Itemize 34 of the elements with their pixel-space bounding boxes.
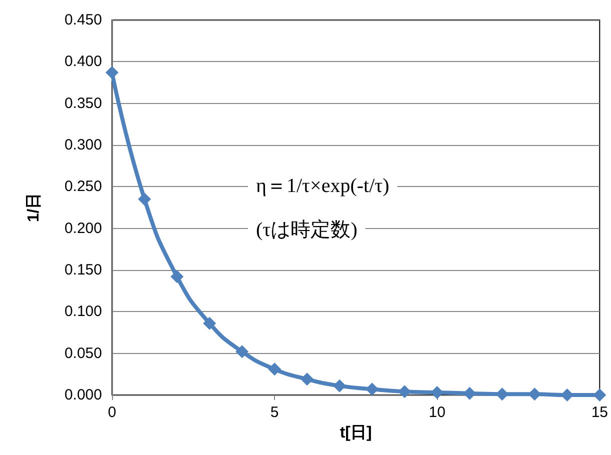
annotation: η＝1/τ×exp(-t/τ) <box>256 175 390 197</box>
point <box>560 388 574 402</box>
x-tick-label: 0 <box>108 404 116 421</box>
y-tick-label: 0.150 <box>64 262 102 278</box>
y-tick-label: 0.250 <box>64 178 102 196</box>
point <box>268 362 282 376</box>
point <box>300 372 314 386</box>
y-axis-title: 1/日 <box>26 192 42 222</box>
point <box>430 386 444 399</box>
point <box>170 270 184 284</box>
x-tick-label: 10 <box>428 404 446 421</box>
annotation: (τは時定数) <box>256 219 358 241</box>
y-tick-label: 0.450 <box>64 12 102 28</box>
point <box>593 388 606 402</box>
point <box>366 382 379 396</box>
y-tick-label: 0.100 <box>64 303 102 320</box>
point <box>398 385 412 398</box>
y-tick-label: 0.300 <box>64 136 102 154</box>
point <box>496 388 509 401</box>
point <box>463 386 476 400</box>
x-tick-label: 5 <box>270 404 279 421</box>
y-tick-label: 0.200 <box>64 220 102 237</box>
point <box>203 316 216 330</box>
y-tick-label: 0.000 <box>64 386 102 404</box>
y-tick-label: 0.050 <box>64 344 102 362</box>
point <box>528 388 542 401</box>
y-tick-label: 0.350 <box>64 94 102 112</box>
point <box>106 66 118 79</box>
x-axis-title: t[日] <box>340 424 372 442</box>
point <box>138 192 152 206</box>
x-tick-label: 15 <box>591 404 608 421</box>
point <box>333 379 346 392</box>
y-tick-label: 0.400 <box>64 53 102 70</box>
point <box>236 345 249 358</box>
